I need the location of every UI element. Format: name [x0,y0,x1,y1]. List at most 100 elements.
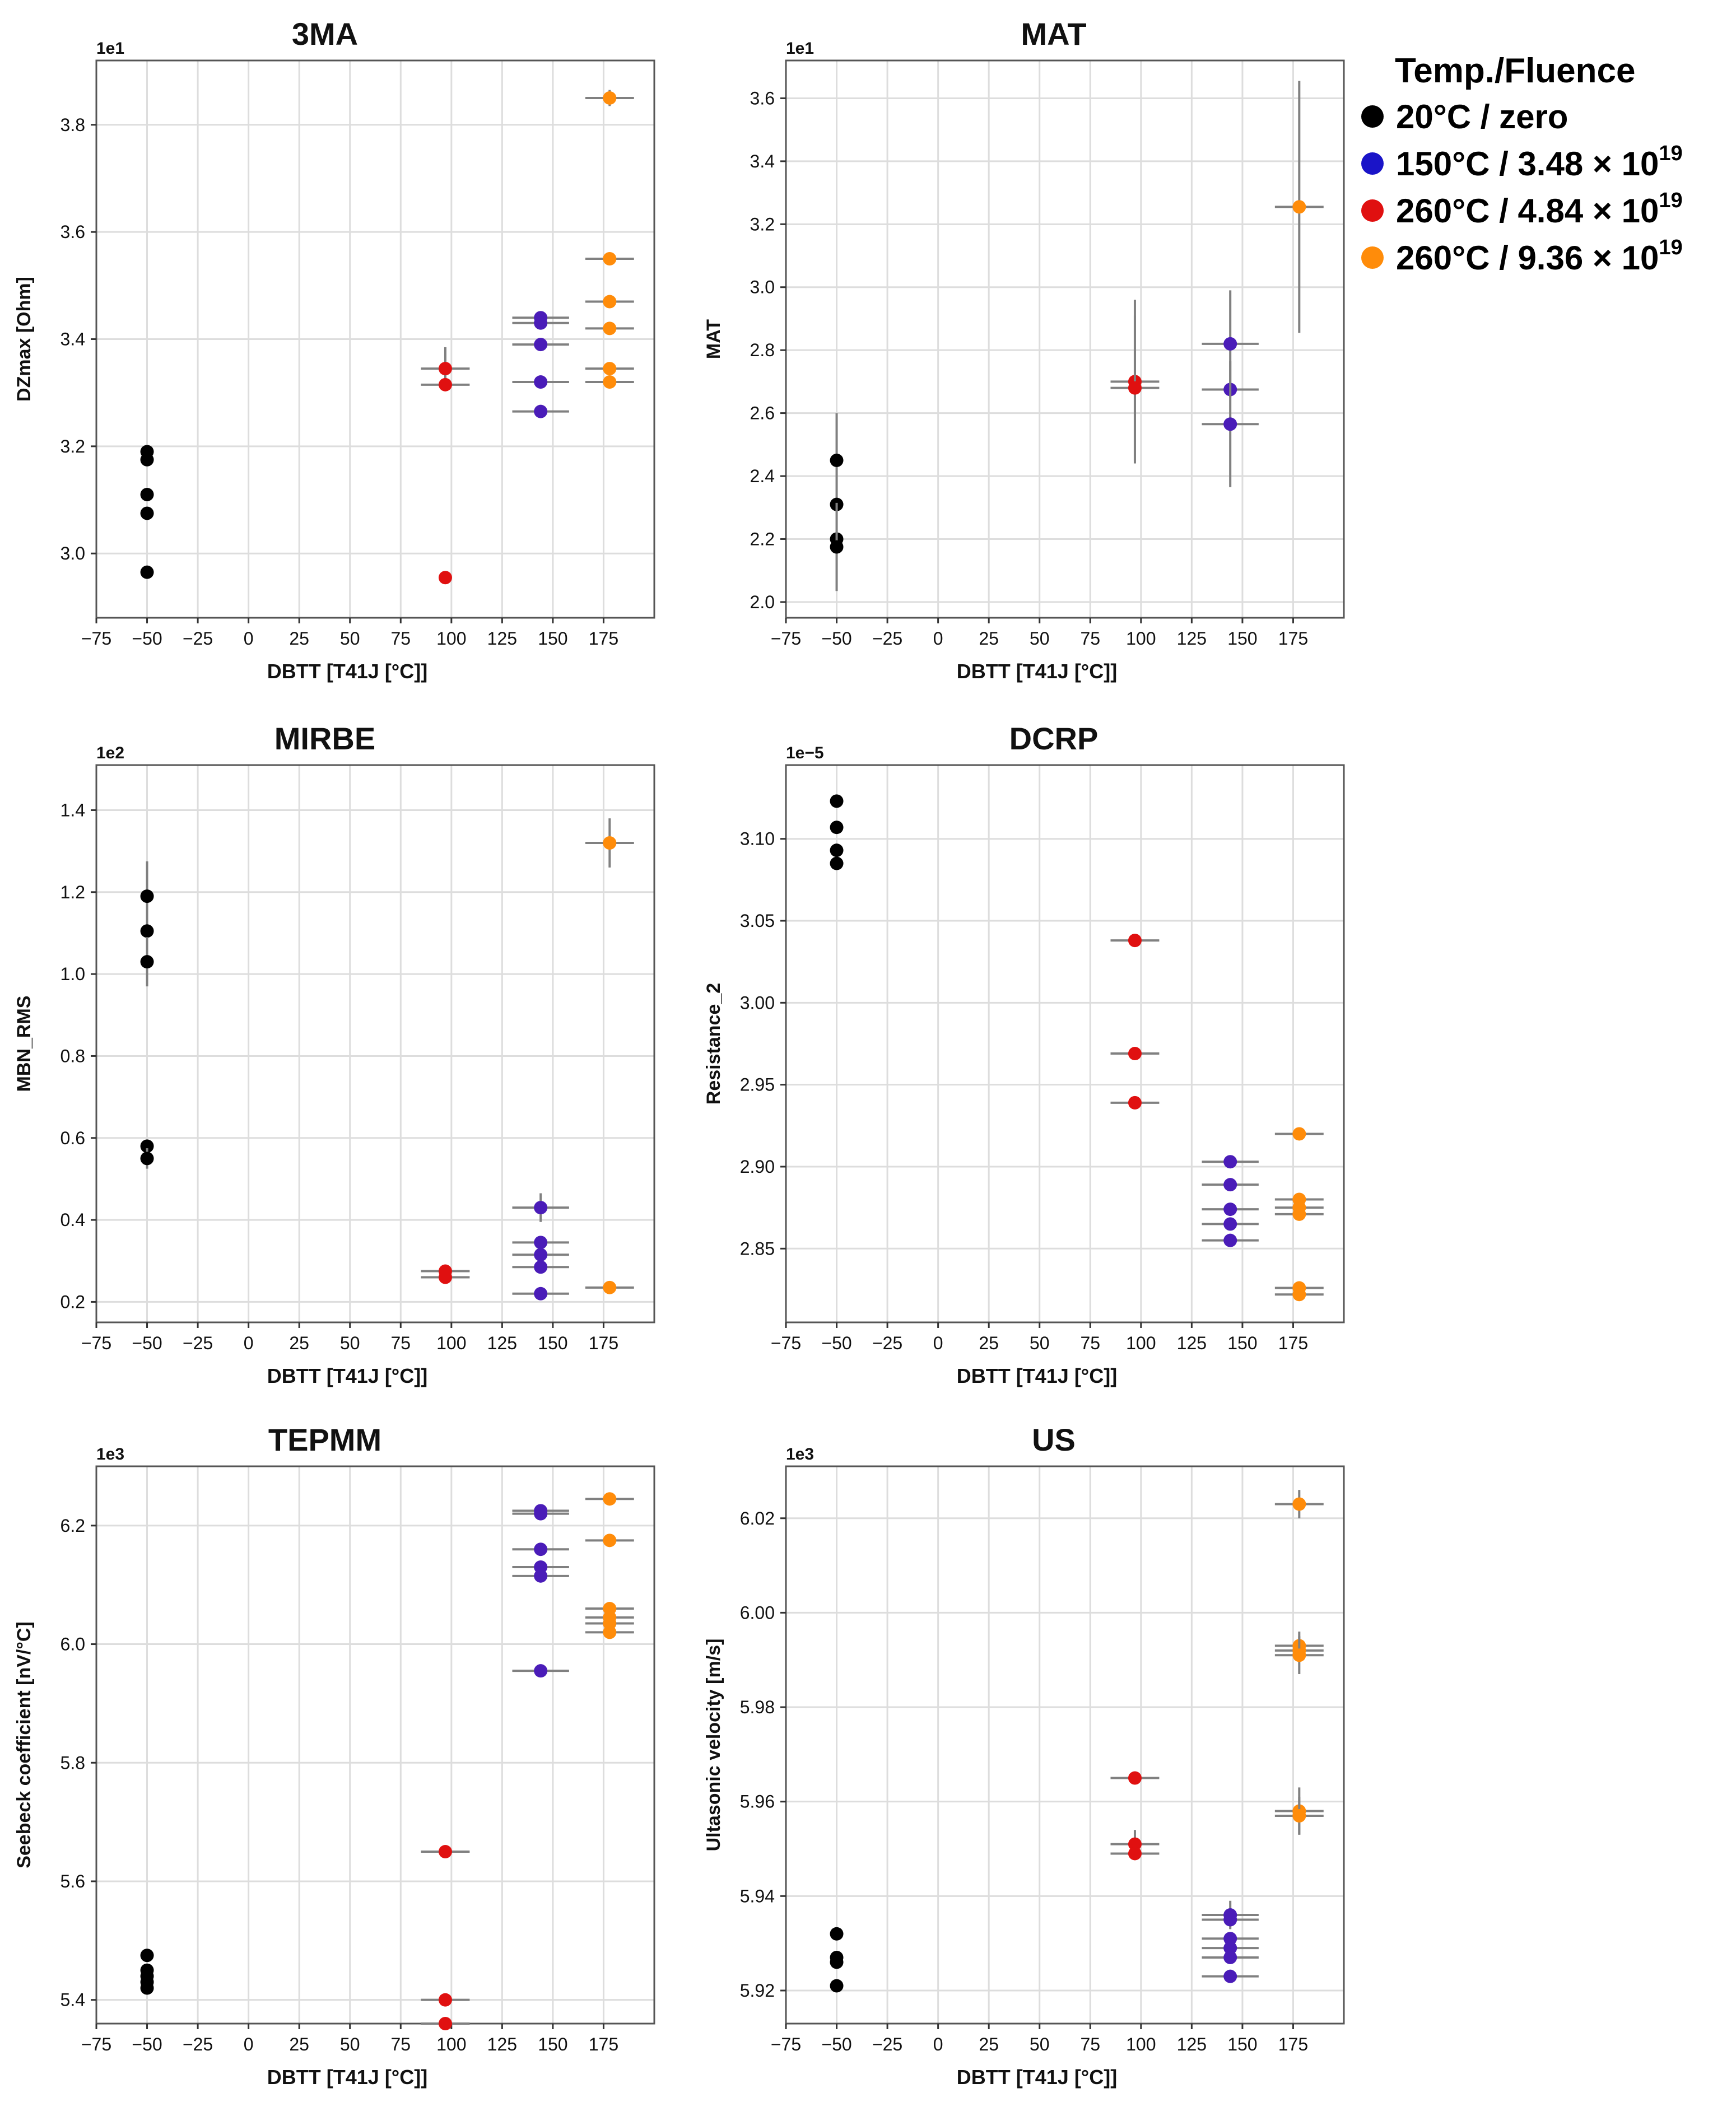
x-tick-label: −50 [821,1333,851,1353]
data-series [585,818,634,1294]
x-tick-label: −75 [771,628,801,649]
x-tick-label: −75 [771,1333,801,1353]
x-axis-label: DBTT [T41J [°C]] [267,2066,427,2089]
grid [785,1466,1344,2024]
x-tick-label: 175 [1278,1333,1308,1353]
chart-title: MIRBE [274,721,375,756]
data-point [438,362,452,376]
data-series [830,794,844,870]
data-point [438,377,452,391]
data-series [1110,934,1160,1110]
x-tick-label: 175 [589,1333,618,1353]
plot-frame [785,1465,1345,2025]
y-tick-label: 2.6 [750,403,775,423]
chart-title: TEPMM [268,1422,381,1457]
data-point [438,571,452,585]
data-point [1128,1847,1142,1861]
data-point [1292,1497,1306,1511]
data-point [830,843,844,857]
x-tick-label: 50 [1030,628,1050,649]
data-point [534,1260,548,1274]
x-tick-label: 0 [244,2034,254,2054]
data-point [1128,1771,1142,1785]
y-tick-label: 1.4 [60,800,85,820]
x-tick-label: −25 [872,628,902,649]
x-tick-label: 150 [1227,1333,1257,1353]
chart-panel: −75 −50 −25 0 25 50 75 100 125 150 175 5.92 5.94 5.96… [703,1422,1345,2089]
data-series [585,1492,634,1639]
data-point [830,540,844,554]
legend-item: 20°C / zero [1356,93,1725,140]
legend-label: 260°C / 4.84 × 10 [1396,192,1659,230]
data-point [603,295,617,309]
y-tick-label: 5.8 [60,1753,85,1773]
x-tick-label: 50 [340,2034,360,2054]
x-tick-label: 0 [933,2034,943,2054]
data-point [1292,1207,1306,1221]
x-tick-label: 0 [244,1333,254,1353]
data-point [1128,1096,1142,1110]
y-axis-label: Resistance_2 [703,983,724,1104]
data-series [140,1949,154,1995]
axis-offset-label: 1e1 [96,39,124,58]
data-point [534,338,548,352]
chart-panel: −75 −50 −25 0 25 50 75 100 125 150 175 5.4 5.6 5.8 6.0… [13,1422,655,2089]
x-tick-label: 150 [1227,628,1257,649]
y-tick-label: 1.2 [60,882,85,902]
legend-item: 260°C / 4.84 × 1019 [1356,187,1725,234]
data-series [421,347,470,585]
x-tick-label: 50 [1030,2034,1050,2054]
data-point [534,316,548,330]
plot-frame [785,764,1345,1323]
y-tick-label: 3.6 [750,88,775,108]
data-series [1202,1900,1259,1983]
x-tick-label: 175 [589,2034,618,2054]
x-tick-label: 25 [289,1333,309,1353]
data-point [1223,337,1237,351]
y-tick-label: 5.4 [60,1990,85,2010]
x-tick-label: 75 [390,1333,411,1353]
data-point [1223,1233,1237,1247]
x-axis-label: DBTT [T41J [°C]] [957,660,1117,683]
data-point [1223,1217,1237,1231]
y-axis-label: MAT [703,319,724,359]
legend-item: 260°C / 9.36 × 1019 [1356,234,1725,281]
y-tick-label: 3.10 [740,829,775,849]
y-tick-label: 1.0 [60,964,85,984]
data-series [1202,290,1259,487]
x-tick-label: −25 [183,628,213,649]
x-tick-label: 125 [1177,628,1207,649]
legend-item: 150°C / 3.48 × 1019 [1356,140,1725,187]
grid [785,60,1344,618]
x-tick-label: −25 [183,2034,213,2054]
x-tick-label: −75 [771,2034,801,2054]
axis-offset-label: 1e3 [96,1445,124,1464]
x-tick-label: 0 [933,1333,943,1353]
y-tick-label: 0.2 [60,1292,85,1312]
data-point [438,1993,452,2007]
x-tick-label: −25 [872,1333,902,1353]
data-point [603,321,617,335]
y-tick-label: 2.90 [740,1157,775,1177]
y-tick-label: 2.8 [750,340,775,360]
data-point [1292,1127,1306,1141]
data-point [534,1542,548,1556]
legend-marker-icon [1361,105,1384,128]
y-tick-label: 3.00 [740,992,775,1013]
axis-offset-label: 1e1 [786,39,814,58]
x-tick-label: 0 [933,628,943,649]
legend-exponent: 19 [1659,188,1683,212]
axis-offset-label: 1e3 [786,1445,814,1464]
x-tick-label: 100 [436,1333,466,1353]
legend-exponent: 19 [1659,235,1683,259]
y-tick-label: 0.4 [60,1210,85,1230]
x-tick-label: 75 [390,628,411,649]
chart-title: 3MA [292,16,358,52]
x-tick-label: 75 [1080,2034,1100,2054]
data-point [1292,1809,1306,1823]
x-tick-label: 100 [436,2034,466,2054]
data-point [1292,1288,1306,1302]
x-tick-label: 175 [1278,2034,1308,2054]
data-point [1223,1932,1237,1946]
data-point [603,1492,617,1506]
